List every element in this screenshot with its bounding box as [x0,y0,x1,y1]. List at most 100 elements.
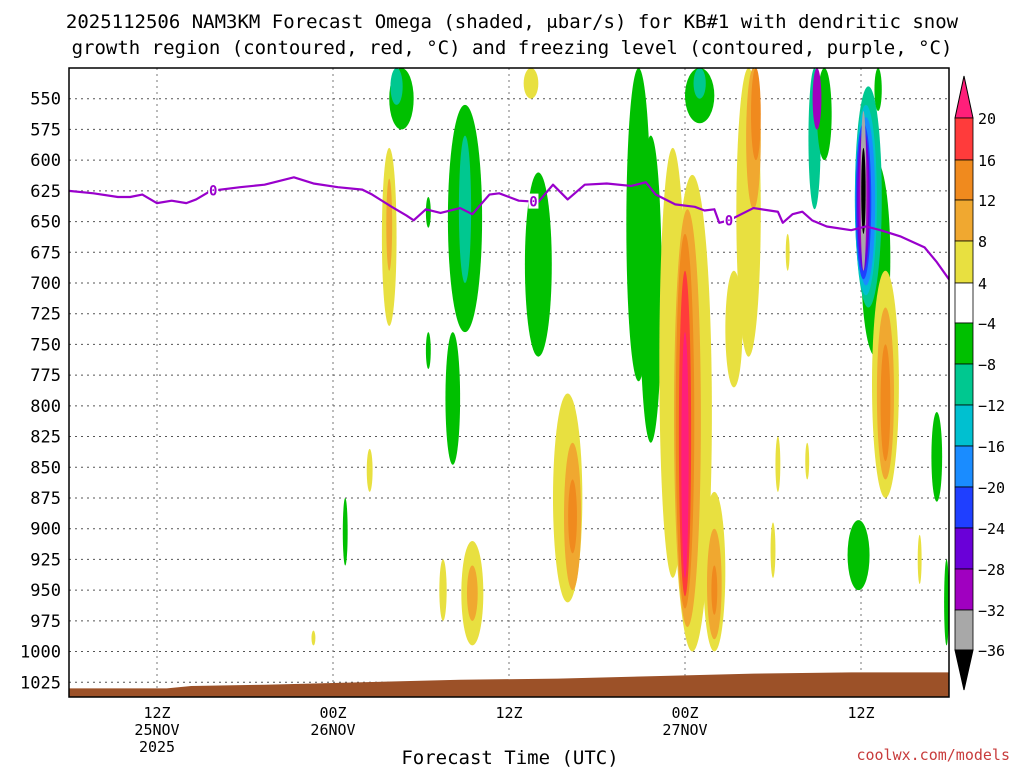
colorbar-bottom-arrow [954,649,974,691]
omega-blob--4 [445,332,461,465]
contour-label-bg [208,182,219,198]
y-tick-label: 650 [30,213,61,233]
colorbar-label: 16 [978,152,996,170]
plot-frame [68,67,950,698]
colorbar-label: −8 [978,356,996,374]
omega-blob--4 [944,559,949,646]
colorbar-swatch [954,282,974,324]
omega-blob--4 [931,411,943,502]
y-tick-label: 900 [30,520,61,540]
y-tick-label: 625 [30,182,61,202]
colorbar-label: −24 [978,520,1005,538]
omega-blob-12 [880,344,891,462]
y-tick-label: 550 [30,90,61,110]
y-tick-label: 850 [30,458,61,478]
y-tick-label: 750 [30,335,61,355]
omega-blob-8 [466,565,478,621]
omega-blob-12 [711,565,718,615]
colorbar-label: −28 [978,561,1005,579]
colorbar-label: 8 [978,233,987,251]
y-tick-label: 775 [30,366,61,386]
y-tick-label: 1025 [20,673,61,693]
colorbar-label: 12 [978,192,996,210]
colorbar-swatch [954,568,974,611]
omega-blob--4 [425,196,431,228]
omega-blob-4 [917,534,922,584]
y-tick-label: 575 [30,120,61,140]
x-tick-label: 25NOV [134,721,179,739]
contour-label-bg [724,212,734,228]
y-tick-label: 725 [30,305,61,325]
colorbar-swatch [954,404,974,447]
omega-blob-4 [725,270,743,388]
colorbar-swatch [954,609,974,651]
omega-blob--4 [847,520,870,591]
x-tick-label: 00Z [671,704,698,722]
omega-blob-4 [311,630,316,646]
omega-blob--4 [524,172,552,357]
x-tick-label: 26NOV [310,721,355,739]
colorbar-label: −16 [978,438,1005,456]
x-tick-label: 12Z [847,704,874,722]
colorbar-label: −32 [978,602,1005,620]
y-axis-ticks: 550 575 600 625 650 675 700 725 750 775 800 825 850 8… [20,90,61,694]
contour-label: 0 [725,213,733,229]
colorbar-swatch [954,199,974,242]
omega-blob--36 [861,147,866,234]
omega-blob-8 [386,178,393,271]
omega-blob-4 [785,233,790,271]
ground-surface [69,672,949,697]
y-tick-label: 700 [30,274,61,294]
omega-blob-4 [770,522,776,578]
colorbar-label: 4 [978,275,987,293]
y-tick-label: 600 [30,151,61,171]
terrain [69,672,949,697]
plot-background [69,68,949,697]
y-tick-label: 975 [30,612,61,632]
colorbar-label: −20 [978,479,1005,497]
chart-title-line1: 2025112506 NAM3KM Forecast Omega (shaded… [66,11,959,33]
colorbar-swatch [954,322,974,365]
chart-title-line2: growth region (contoured, red, °C) and f… [72,37,953,59]
credit-text[interactable]: coolwx.com/models [856,746,1010,764]
y-tick-label: 800 [30,397,61,417]
omega-blob--4 [342,497,348,566]
omega-blob-12 [568,479,577,554]
colorbar-label: −4 [978,315,996,333]
colorbar-label: 20 [978,110,996,128]
colorbar-swatch [954,527,974,570]
grid-lines [69,68,949,697]
x-tick-label: 12Z [495,704,522,722]
colorbar-label: −12 [978,397,1005,415]
colorbar-swatch [954,363,974,406]
x-tick-label: 12Z [143,704,170,722]
contour-label-bg [528,193,539,209]
omega-blob--4 [639,135,662,443]
omega-blob-4 [439,559,447,621]
x-tick-label: 00Z [319,704,346,722]
colorbar-swatch [954,486,974,529]
colorbar-label: −36 [978,642,1005,660]
x-tick-label: 2025 [139,738,175,756]
omega-blob--28 [812,68,822,130]
omega-blob--4 [874,68,882,111]
omega-blob-4 [523,68,539,99]
colorbar-top-arrow [954,75,974,119]
colorbar: 20 16 12 8 4 −4 −8 −12 −16 −20 −24 −28 −32 −36 [954,75,1005,691]
omega-blob--4 [425,332,431,369]
x-axis-label: Forecast Time (UTC) [401,747,618,768]
colorbar-swatch [954,445,974,488]
omega-blob-4 [366,448,373,492]
y-tick-label: 825 [30,428,61,448]
omega-blob--8 [693,68,706,99]
colorbar-swatch [954,159,974,201]
omega-blob-20 [681,332,689,578]
freezing-level-contour: 0 0 0 [69,176,949,280]
omega-blob-12 [751,68,761,161]
contour-label: 0 [209,184,217,200]
omega-blob-4 [775,436,781,492]
contour-label: 0 [529,195,537,211]
x-tick-label: 27NOV [662,721,707,739]
